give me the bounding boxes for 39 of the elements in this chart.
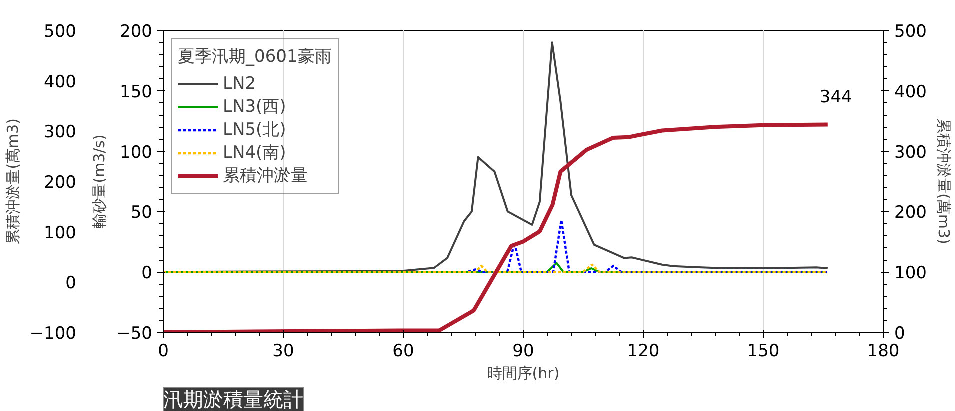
legend-label: LN4(南) bbox=[223, 142, 286, 164]
legend-title: 夏季汛期_0601豪雨 bbox=[178, 46, 332, 68]
y3-axis-title: 累積沖淤量(萬m3) bbox=[4, 118, 22, 244]
y-tick-label: 0 bbox=[142, 264, 153, 284]
y2-tick-label: 0 bbox=[894, 324, 906, 344]
legend-label: 累積沖淤量 bbox=[223, 165, 308, 187]
x-tick-label: 60 bbox=[392, 342, 414, 362]
legend-label: LN3(西) bbox=[223, 96, 286, 118]
y2-tick-label: 500 bbox=[894, 22, 927, 42]
y-tick-label: 100 bbox=[120, 142, 153, 163]
x-tick-label: 150 bbox=[747, 342, 780, 362]
y-tick-label: 200 bbox=[120, 22, 153, 42]
y3-tick-label: 200 bbox=[44, 173, 77, 193]
x-tick-label: 90 bbox=[512, 342, 534, 362]
legend-label: LN2 bbox=[223, 73, 256, 95]
y2-tick-label: 200 bbox=[894, 203, 927, 224]
y-axis-title: 輸砂量(m3/s) bbox=[90, 134, 109, 228]
x-tick-label: 0 bbox=[158, 342, 169, 362]
legend-label: LN5(北) bbox=[223, 119, 286, 141]
line-series bbox=[164, 122, 830, 332]
y3-tick-label: 100 bbox=[44, 223, 77, 244]
y3-tick-label: 400 bbox=[44, 72, 77, 92]
text: 汛期淤積量統計 bbox=[164, 388, 304, 411]
y3-tick-label: −100 bbox=[30, 324, 77, 344]
y2-axis-title: 累積沖淤量(萬m3) bbox=[934, 118, 953, 244]
y3-tick-label: 300 bbox=[44, 122, 77, 143]
x-tick-label: 120 bbox=[627, 342, 660, 362]
y2-tick-label: 400 bbox=[894, 82, 927, 102]
y-tick-label: 150 bbox=[120, 82, 153, 102]
x-tick-label: 30 bbox=[272, 342, 294, 362]
y3-tick-label: 500 bbox=[44, 22, 77, 42]
y2-tick-label: 300 bbox=[894, 142, 927, 163]
y2-tick-label: 100 bbox=[894, 264, 927, 284]
data-label: 344 bbox=[820, 88, 852, 108]
y-tick-label: 50 bbox=[130, 203, 153, 224]
x-tick-label: 180 bbox=[867, 342, 900, 362]
x-axis-title: 時間序(hr) bbox=[487, 364, 560, 382]
y3-tick-label: 0 bbox=[66, 274, 77, 294]
y-tick-label: −50 bbox=[116, 324, 153, 344]
